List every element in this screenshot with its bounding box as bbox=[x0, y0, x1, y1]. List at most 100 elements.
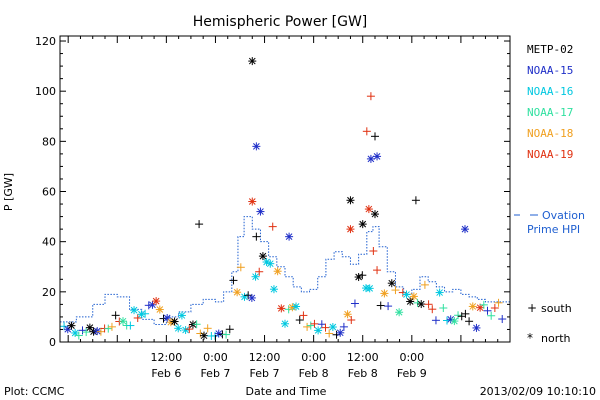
point-noaa-19 bbox=[277, 304, 286, 313]
point-metp-02 bbox=[417, 300, 426, 309]
point-noaa-18 bbox=[420, 280, 429, 289]
point-noaa-17 bbox=[450, 317, 459, 326]
point-noaa-16 bbox=[435, 288, 444, 297]
x-tick-date: Feb 8 bbox=[299, 367, 329, 380]
point-noaa-16 bbox=[137, 310, 146, 319]
point-noaa-16 bbox=[141, 309, 150, 318]
y-tick-label: 0 bbox=[49, 336, 56, 349]
plot-frame bbox=[59, 35, 511, 343]
point-noaa-16 bbox=[251, 272, 260, 281]
ovation-legend-label-2: Prime HPI bbox=[527, 223, 580, 236]
point-noaa-17 bbox=[192, 320, 201, 329]
point-noaa-18 bbox=[203, 324, 212, 333]
x-tick-time: 0:00 bbox=[301, 351, 326, 364]
point-noaa-19 bbox=[398, 288, 407, 297]
point-noaa-18 bbox=[391, 286, 400, 295]
y-tick-label: 40 bbox=[42, 236, 56, 249]
y-tick-label: 120 bbox=[35, 35, 56, 48]
point-noaa-15 bbox=[472, 323, 481, 332]
point-noaa-16 bbox=[281, 319, 289, 328]
point-noaa-16 bbox=[365, 284, 374, 293]
point-metp-02 bbox=[111, 311, 120, 320]
point-noaa-15 bbox=[336, 328, 345, 337]
point-noaa-17 bbox=[82, 328, 91, 337]
point-noaa-15 bbox=[461, 225, 469, 234]
point-noaa-19 bbox=[346, 225, 355, 234]
plot-timestamp: 2013/02/09 10:10:10 bbox=[480, 385, 596, 398]
point-noaa-19 bbox=[321, 323, 330, 332]
legend: METP-02 NOAA-15 NOAA-16 NOAA-17 NOAA-18 NOAA-… bbox=[514, 43, 585, 345]
point-noaa-16 bbox=[177, 311, 186, 320]
point-noaa-16 bbox=[126, 321, 135, 330]
point-noaa-15 bbox=[317, 320, 326, 329]
x-tick-date: Feb 7 bbox=[200, 367, 230, 380]
point-noaa-15 bbox=[498, 315, 507, 324]
point-noaa-19 bbox=[373, 266, 382, 275]
legend-entry-metp-02: METP-02 bbox=[527, 43, 573, 56]
point-noaa-17 bbox=[479, 300, 488, 309]
point-noaa-15 bbox=[483, 306, 492, 315]
point-metp-02 bbox=[354, 273, 363, 282]
point-noaa-17 bbox=[439, 304, 448, 313]
point-noaa-18 bbox=[155, 305, 164, 314]
point-noaa-16 bbox=[402, 290, 411, 299]
plot-source: Plot: CCMC bbox=[4, 385, 65, 398]
point-noaa-18 bbox=[409, 292, 418, 301]
point-noaa-18 bbox=[494, 298, 503, 307]
point-noaa-19 bbox=[268, 222, 277, 231]
point-metp-02 bbox=[170, 317, 179, 326]
point-noaa-19 bbox=[366, 92, 375, 101]
point-metp-02 bbox=[358, 271, 367, 280]
x-tick-time: 0:00 bbox=[399, 351, 424, 364]
point-metp-02 bbox=[387, 279, 396, 288]
point-noaa-18 bbox=[303, 322, 312, 331]
legend-entry-noaa-18: NOAA-18 bbox=[527, 127, 573, 140]
point-noaa-18 bbox=[380, 289, 389, 298]
point-noaa-19 bbox=[248, 197, 257, 206]
point-noaa-16 bbox=[269, 285, 278, 294]
point-noaa-17 bbox=[454, 311, 463, 320]
point-noaa-16 bbox=[328, 323, 337, 332]
point-metp-02 bbox=[406, 297, 415, 306]
point-noaa-15 bbox=[252, 142, 261, 151]
point-noaa-19 bbox=[476, 303, 485, 312]
legend-entry-noaa-19: NOAA-19 bbox=[527, 148, 573, 161]
x-tick-time: 0:00 bbox=[203, 351, 228, 364]
point-metp-02 bbox=[229, 276, 238, 285]
point-noaa-15 bbox=[214, 329, 223, 338]
south-marker-symbol: + bbox=[527, 301, 537, 315]
point-noaa-15 bbox=[256, 207, 265, 216]
legend-entry-noaa-17: NOAA-17 bbox=[527, 106, 573, 119]
chart-title: Hemispheric Power [GW] bbox=[193, 14, 368, 30]
y-tick-label: 60 bbox=[42, 186, 56, 199]
y-tick-label: 100 bbox=[35, 85, 56, 98]
point-noaa-18 bbox=[196, 329, 205, 338]
point-noaa-15 bbox=[247, 293, 256, 302]
point-noaa-16 bbox=[314, 326, 323, 335]
point-noaa-15 bbox=[339, 322, 348, 331]
point-noaa-17 bbox=[104, 324, 113, 333]
point-noaa-16 bbox=[130, 306, 139, 315]
point-noaa-17 bbox=[74, 331, 83, 340]
point-noaa-19 bbox=[299, 311, 308, 320]
point-metp-02 bbox=[411, 196, 420, 205]
point-metp-02 bbox=[376, 301, 385, 310]
point-noaa-19 bbox=[310, 319, 319, 328]
point-noaa-18 bbox=[96, 327, 105, 336]
point-noaa-19 bbox=[424, 300, 433, 309]
point-metp-02 bbox=[225, 325, 234, 334]
point-metp-02 bbox=[195, 220, 204, 229]
point-metp-02 bbox=[332, 330, 341, 339]
point-metp-02 bbox=[295, 316, 304, 325]
point-metp-02 bbox=[252, 232, 261, 241]
point-noaa-15 bbox=[350, 299, 359, 308]
point-noaa-17 bbox=[222, 330, 231, 339]
point-noaa-15 bbox=[78, 326, 87, 335]
point-metp-02 bbox=[200, 331, 208, 340]
point-metp-02 bbox=[371, 210, 379, 219]
x-tick-date: Feb 6 bbox=[151, 367, 181, 380]
point-metp-02 bbox=[358, 220, 367, 229]
point-noaa-18 bbox=[273, 267, 282, 276]
point-noaa-15 bbox=[384, 302, 393, 311]
point-noaa-16 bbox=[240, 292, 249, 301]
